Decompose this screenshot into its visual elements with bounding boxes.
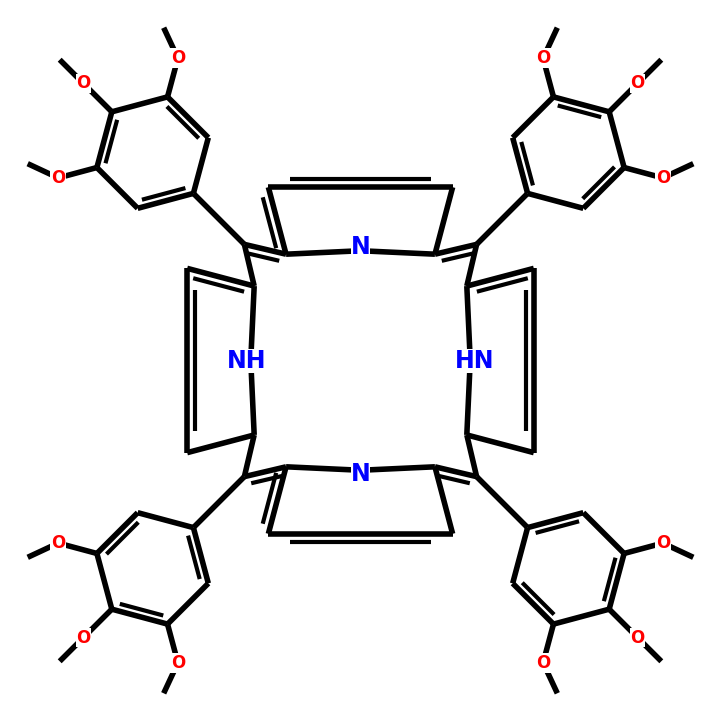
- Text: O: O: [51, 534, 66, 552]
- Text: O: O: [630, 74, 645, 92]
- Text: O: O: [655, 534, 670, 552]
- Text: O: O: [536, 654, 550, 672]
- Text: NH: NH: [227, 348, 267, 373]
- Text: HN: HN: [454, 348, 494, 373]
- Text: O: O: [51, 169, 66, 187]
- Text: O: O: [655, 169, 670, 187]
- Text: N: N: [350, 462, 371, 486]
- Text: O: O: [76, 74, 91, 92]
- Text: N: N: [350, 235, 371, 259]
- Text: O: O: [171, 49, 185, 67]
- Text: O: O: [630, 629, 645, 647]
- Text: O: O: [171, 654, 185, 672]
- Text: O: O: [536, 49, 550, 67]
- Text: O: O: [76, 629, 91, 647]
